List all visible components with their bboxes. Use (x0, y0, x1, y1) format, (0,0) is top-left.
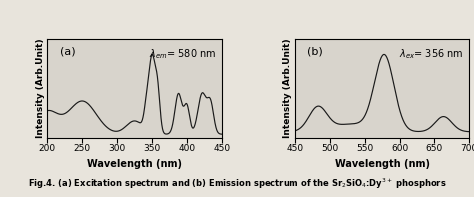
Text: $\lambda_{em}$= 580 nm: $\lambda_{em}$= 580 nm (149, 47, 217, 61)
Text: Fig.4. (a) Excitation spectrum and (b) Emission spectrum of the Sr$_2$SiO$_4$:Dy: Fig.4. (a) Excitation spectrum and (b) E… (27, 177, 447, 191)
Y-axis label: Intensity (Arb.Unit): Intensity (Arb.Unit) (36, 39, 45, 138)
Text: $\lambda_{ex}$= 356 nm: $\lambda_{ex}$= 356 nm (400, 47, 464, 61)
Text: (b): (b) (307, 46, 323, 56)
Y-axis label: Intensity (Arb.Unit): Intensity (Arb.Unit) (283, 39, 292, 138)
Text: (a): (a) (60, 46, 75, 56)
X-axis label: Wavelength (nm): Wavelength (nm) (87, 159, 182, 169)
X-axis label: Wavelength (nm): Wavelength (nm) (335, 159, 429, 169)
